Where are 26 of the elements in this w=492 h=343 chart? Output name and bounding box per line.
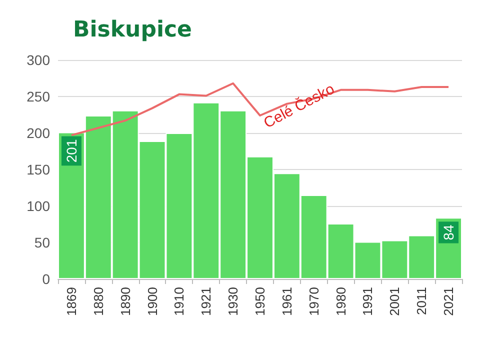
- x-tick-label: 1869: [64, 287, 79, 316]
- x-tick-label: 1991: [360, 287, 376, 316]
- x-tick-label: 1880: [90, 287, 106, 316]
- x-tick-label: 1900: [144, 287, 160, 316]
- y-tick-label: 200: [26, 125, 50, 141]
- x-tick-label: 1910: [172, 287, 187, 316]
- x-tick-label: 1961: [279, 287, 294, 316]
- y-tick-label: 50: [34, 234, 50, 250]
- x-tick-label: 1890: [118, 287, 133, 316]
- x-tick-label: 1950: [252, 287, 268, 316]
- chart-title: Biskupice: [73, 18, 192, 42]
- text: Celé Česko: [260, 80, 338, 132]
- x-tick-label: 1930: [226, 287, 241, 316]
- x-tick-label: 1980: [333, 287, 348, 316]
- x-tick-label: 1970: [306, 287, 322, 316]
- y-tick-label: 250: [26, 88, 50, 104]
- x-tick-label: 2001: [387, 287, 402, 316]
- y-tick-label: 150: [26, 162, 50, 178]
- data-label: 84: [440, 224, 457, 240]
- x-tick-label: 2011: [414, 287, 430, 315]
- y-tick-label: 0: [42, 271, 50, 287]
- x-tick-label: 2021: [441, 287, 456, 316]
- y-tick-label: 300: [26, 52, 50, 68]
- y-tick-label: 100: [26, 198, 50, 214]
- x-tick-label: 1921: [198, 287, 214, 316]
- data-label: 201: [63, 139, 80, 163]
